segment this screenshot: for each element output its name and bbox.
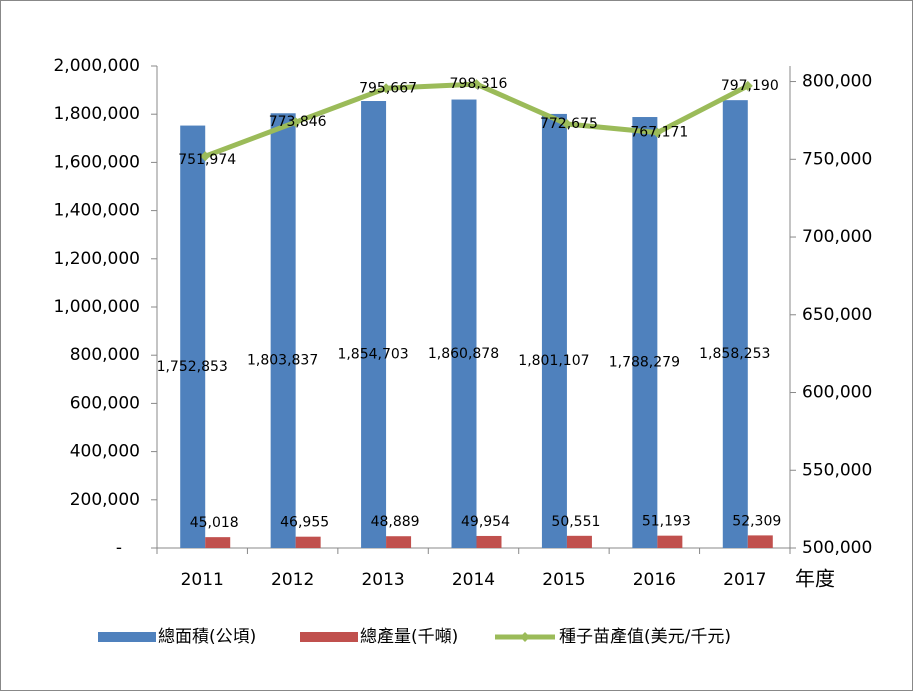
line-marker [200,151,211,162]
bar [722,100,748,549]
bar [361,101,387,549]
x-tick-label: 2016 [633,570,676,590]
bar [270,113,296,549]
x-tick-label: 2014 [452,570,495,590]
y2-tick-label: 550,000 [802,460,872,480]
y-tick-label: 600,000 [70,393,140,413]
bar [747,535,773,548]
bar [386,536,412,548]
x-tick-label: 2017 [723,570,766,590]
y-tick-label: 1,200,000 [53,249,140,269]
data-label: 795,667 [359,80,417,96]
data-label: 772,675 [540,116,598,132]
data-label: 48,889 [371,514,420,530]
y-tick-label: 400,000 [70,442,140,462]
y2-tick-label: 650,000 [802,305,872,325]
y-tick-label: 2,000,000 [53,56,140,76]
y-tick-label: - [116,538,122,558]
data-label: 51,193 [642,514,691,530]
data-label: 1,803,837 [247,353,318,369]
y2-tick-label: 800,000 [802,72,872,92]
x-tick-label: 2012 [271,570,314,590]
y2-tick-label: 600,000 [802,383,872,403]
legend-label: 總面積(公頃) [158,627,256,647]
data-label: 773,846 [269,114,327,130]
legend-swatch [98,632,156,642]
bar [632,117,658,549]
legend-label: 種子苗產值(美元/千元) [559,627,731,647]
y-tick-label: 1,600,000 [53,152,140,172]
y-tick-label: 800,000 [70,345,140,365]
bar [476,535,502,548]
legend-label: 總產量(千噸) [360,627,458,647]
bar [295,536,321,548]
data-label: 1,858,253 [699,346,770,362]
data-label: 1,788,279 [609,355,680,371]
data-label: 50,551 [551,514,600,530]
data-label: 751,974 [178,152,236,168]
bar [566,535,592,548]
line-marker [652,127,663,138]
line-marker [381,83,392,94]
legend-marker [520,632,530,642]
line-marker [561,119,572,130]
data-label: 45,018 [190,515,239,531]
y-tick-label: 1,400,000 [53,201,140,221]
x-tick-label: 2011 [181,570,224,590]
x-axis-label: 年度 [795,567,835,591]
legend-swatch [300,632,358,642]
data-label: 52,309 [732,513,781,529]
data-label: 49,954 [461,514,510,530]
bar [205,537,231,548]
y2-tick-label: 750,000 [802,149,872,169]
data-label: 797,190 [721,78,779,94]
data-label: 1,752,853 [157,359,228,375]
bar [541,113,567,548]
line-marker [471,79,482,90]
data-label: 1,860,878 [428,346,499,362]
y2-tick-label: 700,000 [802,227,872,247]
data-label: 767,171 [630,125,688,141]
data-label: 46,955 [280,515,329,531]
data-label: 1,854,703 [337,347,408,363]
x-tick-label: 2015 [542,570,585,590]
bar [657,535,683,548]
y-tick-label: 1,000,000 [53,297,140,317]
data-label: 1,801,107 [518,353,589,369]
data-label: 798,316 [450,76,508,92]
y-tick-label: 200,000 [70,490,140,510]
y2-tick-label: 500,000 [802,538,872,558]
y-tick-label: 1,800,000 [53,104,140,124]
line-marker [742,80,753,91]
x-tick-label: 2013 [361,570,404,590]
bar [451,99,477,548]
bar [180,125,206,548]
line-marker [290,117,301,128]
